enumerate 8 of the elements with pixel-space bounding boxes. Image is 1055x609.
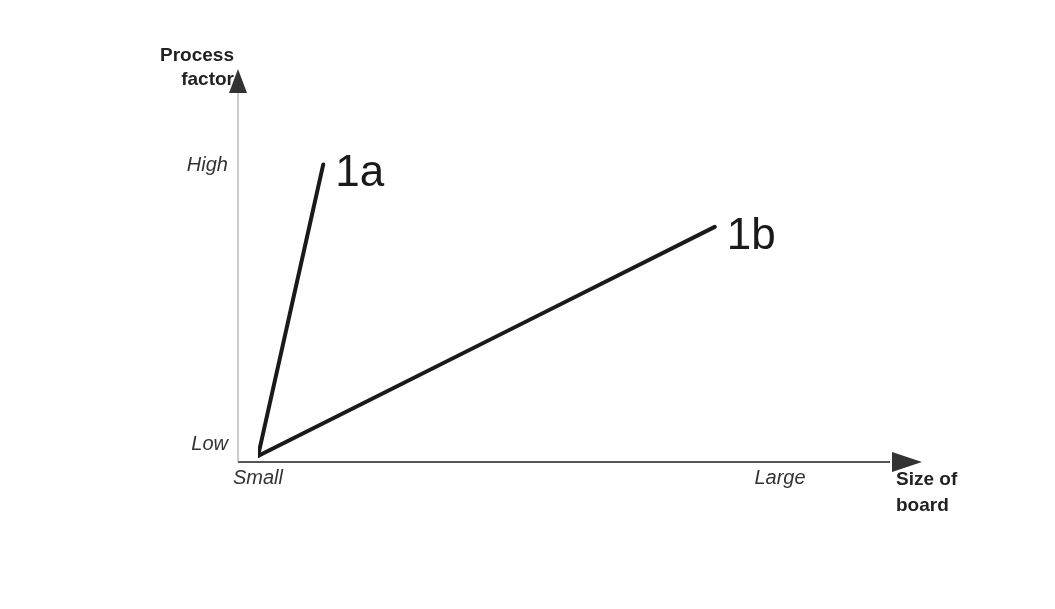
series-label: 1a — [335, 146, 385, 196]
series-label: 1b — [726, 208, 776, 258]
annotation: Low — [190, 432, 228, 455]
y-axis-title: Process factor — [159, 43, 234, 91]
x-tick-label: Small — [232, 466, 284, 489]
x-tick-label: Large — [754, 466, 806, 489]
x-axis-title: Size of board — [896, 467, 959, 517]
annotation: High — [185, 153, 228, 176]
